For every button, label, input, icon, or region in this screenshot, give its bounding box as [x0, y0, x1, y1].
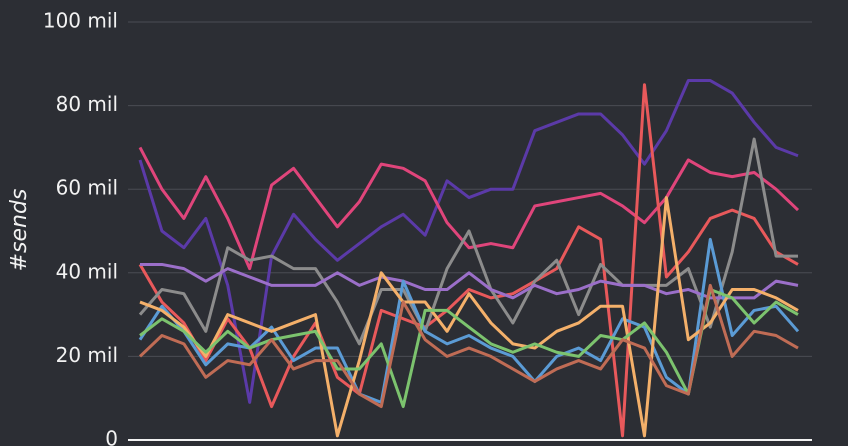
series-line: [138, 146, 800, 271]
y-tick-label: 0: [105, 427, 118, 446]
series-line: [138, 237, 800, 404]
y-tick-label: 100 mil: [43, 9, 118, 33]
y-tick-label: 40 mil: [56, 259, 118, 283]
y-tick-label: 60 mil: [56, 176, 118, 200]
y-axis-label: #sends: [7, 189, 32, 272]
series-line: [138, 283, 799, 409]
series-line: [138, 83, 799, 438]
series-line: [140, 262, 799, 300]
y-tick-label: 20 mil: [56, 343, 118, 367]
y-tick-label: 80 mil: [56, 92, 118, 116]
series-line: [139, 196, 799, 438]
series-line: [138, 137, 798, 346]
series-line: [138, 79, 799, 404]
